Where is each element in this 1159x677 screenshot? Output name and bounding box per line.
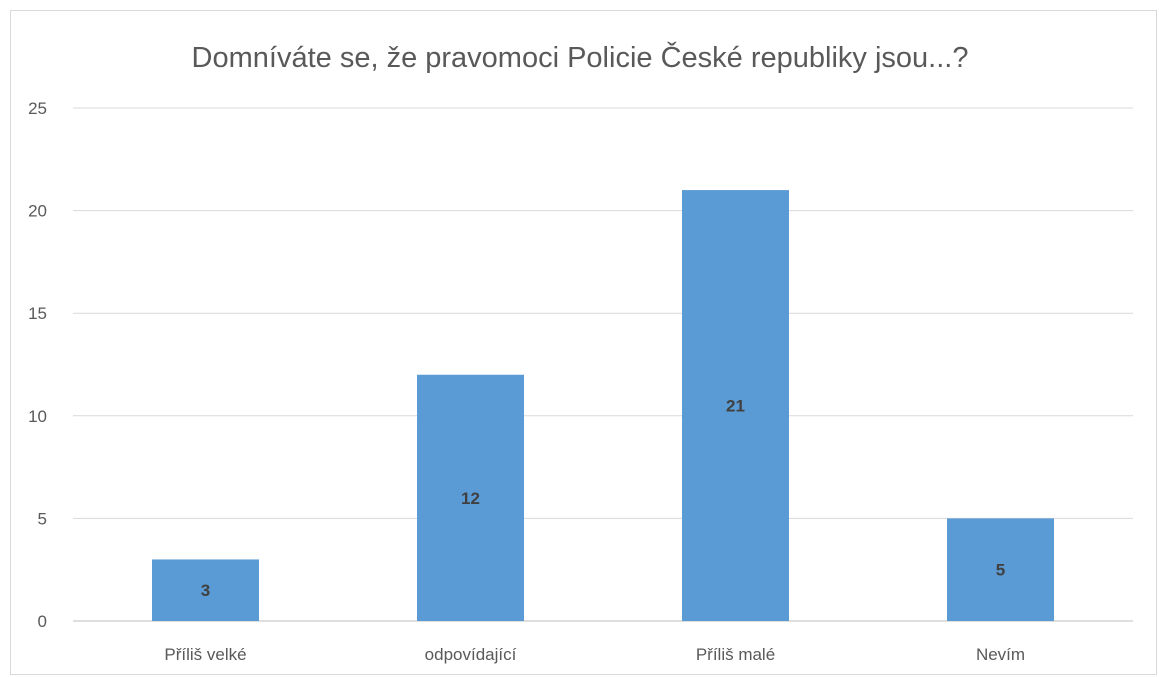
bars [152,190,1054,621]
y-tick-label: 20 [28,202,47,221]
category-label: Příliš malé [696,645,775,664]
y-tick-label: 0 [38,612,47,631]
data-label: 3 [201,581,210,600]
data-label: 5 [996,561,1005,580]
y-tick-label: 15 [28,304,47,323]
data-labels: 3 12 21 5 [201,397,1005,601]
category-label: Příliš velké [164,645,246,664]
bar [417,374,524,621]
y-tick-label: 10 [28,407,47,426]
data-label: 21 [726,397,745,416]
bar [152,559,259,621]
y-axis-tick-labels: 0 5 10 15 20 25 [28,99,47,631]
bar [682,190,789,621]
y-tick-label: 25 [28,99,47,118]
data-label: 12 [461,489,480,508]
chart-title: Domníváte se, že pravomoci Policie České… [192,40,969,74]
category-label: odpovídající [425,645,517,664]
category-label: Nevím [976,645,1025,664]
x-axis-category-labels: Příliš velké odpovídající Příliš malé Nevím [164,645,1025,664]
bar [947,518,1054,621]
y-tick-label: 5 [38,509,47,528]
